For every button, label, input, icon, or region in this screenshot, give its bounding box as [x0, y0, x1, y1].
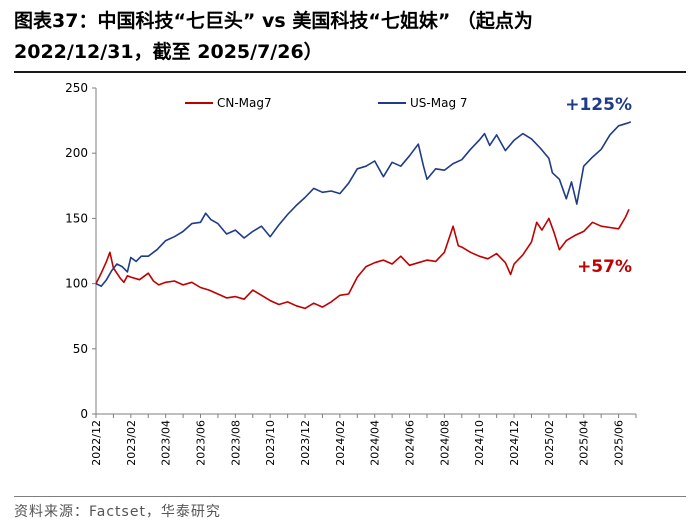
- y-axis-ticks: 0 50 100 150 200 250: [65, 81, 96, 421]
- footer-divider: [14, 496, 686, 497]
- x-tick-label: 2023/08: [229, 420, 242, 466]
- x-tick-label: 2023/10: [264, 420, 277, 466]
- x-tick-label: 2025/06: [613, 420, 626, 466]
- x-tick-label: 2024/02: [334, 420, 347, 466]
- annotation-label: +125%: [565, 95, 632, 115]
- series-line-cn-mag7: [95, 208, 630, 310]
- y-tick-label: 50: [73, 342, 88, 356]
- series-line-us-mag-7: [95, 121, 632, 287]
- x-tick-label: 2024/10: [473, 420, 486, 466]
- legend: CN-Mag7 US-Mag 7: [185, 96, 468, 110]
- title-divider: [14, 71, 686, 73]
- annotation-label: +57%: [577, 257, 632, 277]
- x-tick-label: 2025/04: [578, 420, 591, 466]
- x-tick-label: 2024/12: [508, 420, 521, 466]
- chart-title-line-1: 图表37：中国科技“七巨头” vs 美国科技“七姐妹” （起点为: [14, 10, 533, 32]
- x-tick-label: 2024/06: [404, 420, 417, 466]
- x-tick-label: 2024/08: [438, 420, 451, 466]
- y-tick-label: 250: [65, 81, 88, 95]
- chart-title: 图表37：中国科技“七巨头” vs 美国科技“七姐妹” （起点为 2022/12…: [14, 6, 694, 68]
- x-tick-label: 2023/02: [125, 420, 138, 466]
- legend-label: US-Mag 7: [410, 96, 468, 110]
- y-tick-label: 150: [65, 211, 88, 225]
- x-tick-label: 2023/06: [195, 420, 208, 466]
- x-axis-ticks: 2022/12 2023/02 2023/04 2023/06 2023/08 2023/…: [90, 414, 637, 466]
- chart-title-line-2: 2022/12/31，截至 2025/7/26）: [14, 41, 323, 63]
- x-tick-label: 2025/02: [543, 420, 556, 466]
- legend-label: CN-Mag7: [217, 96, 272, 110]
- x-tick-label: 2022/12: [90, 420, 103, 466]
- chart-axes: [95, 88, 636, 415]
- y-tick-label: 200: [65, 146, 88, 160]
- series-lines: [95, 121, 632, 310]
- source-note: 资料来源：Factset，华泰研究: [14, 504, 221, 520]
- x-tick-label: 2023/04: [160, 420, 173, 466]
- y-tick-label: 0: [80, 407, 88, 421]
- x-tick-label: 2023/12: [299, 420, 312, 466]
- y-tick-label: 100: [65, 277, 88, 291]
- x-tick-label: 2024/04: [369, 420, 382, 466]
- annotations: +57% +125%: [565, 95, 632, 277]
